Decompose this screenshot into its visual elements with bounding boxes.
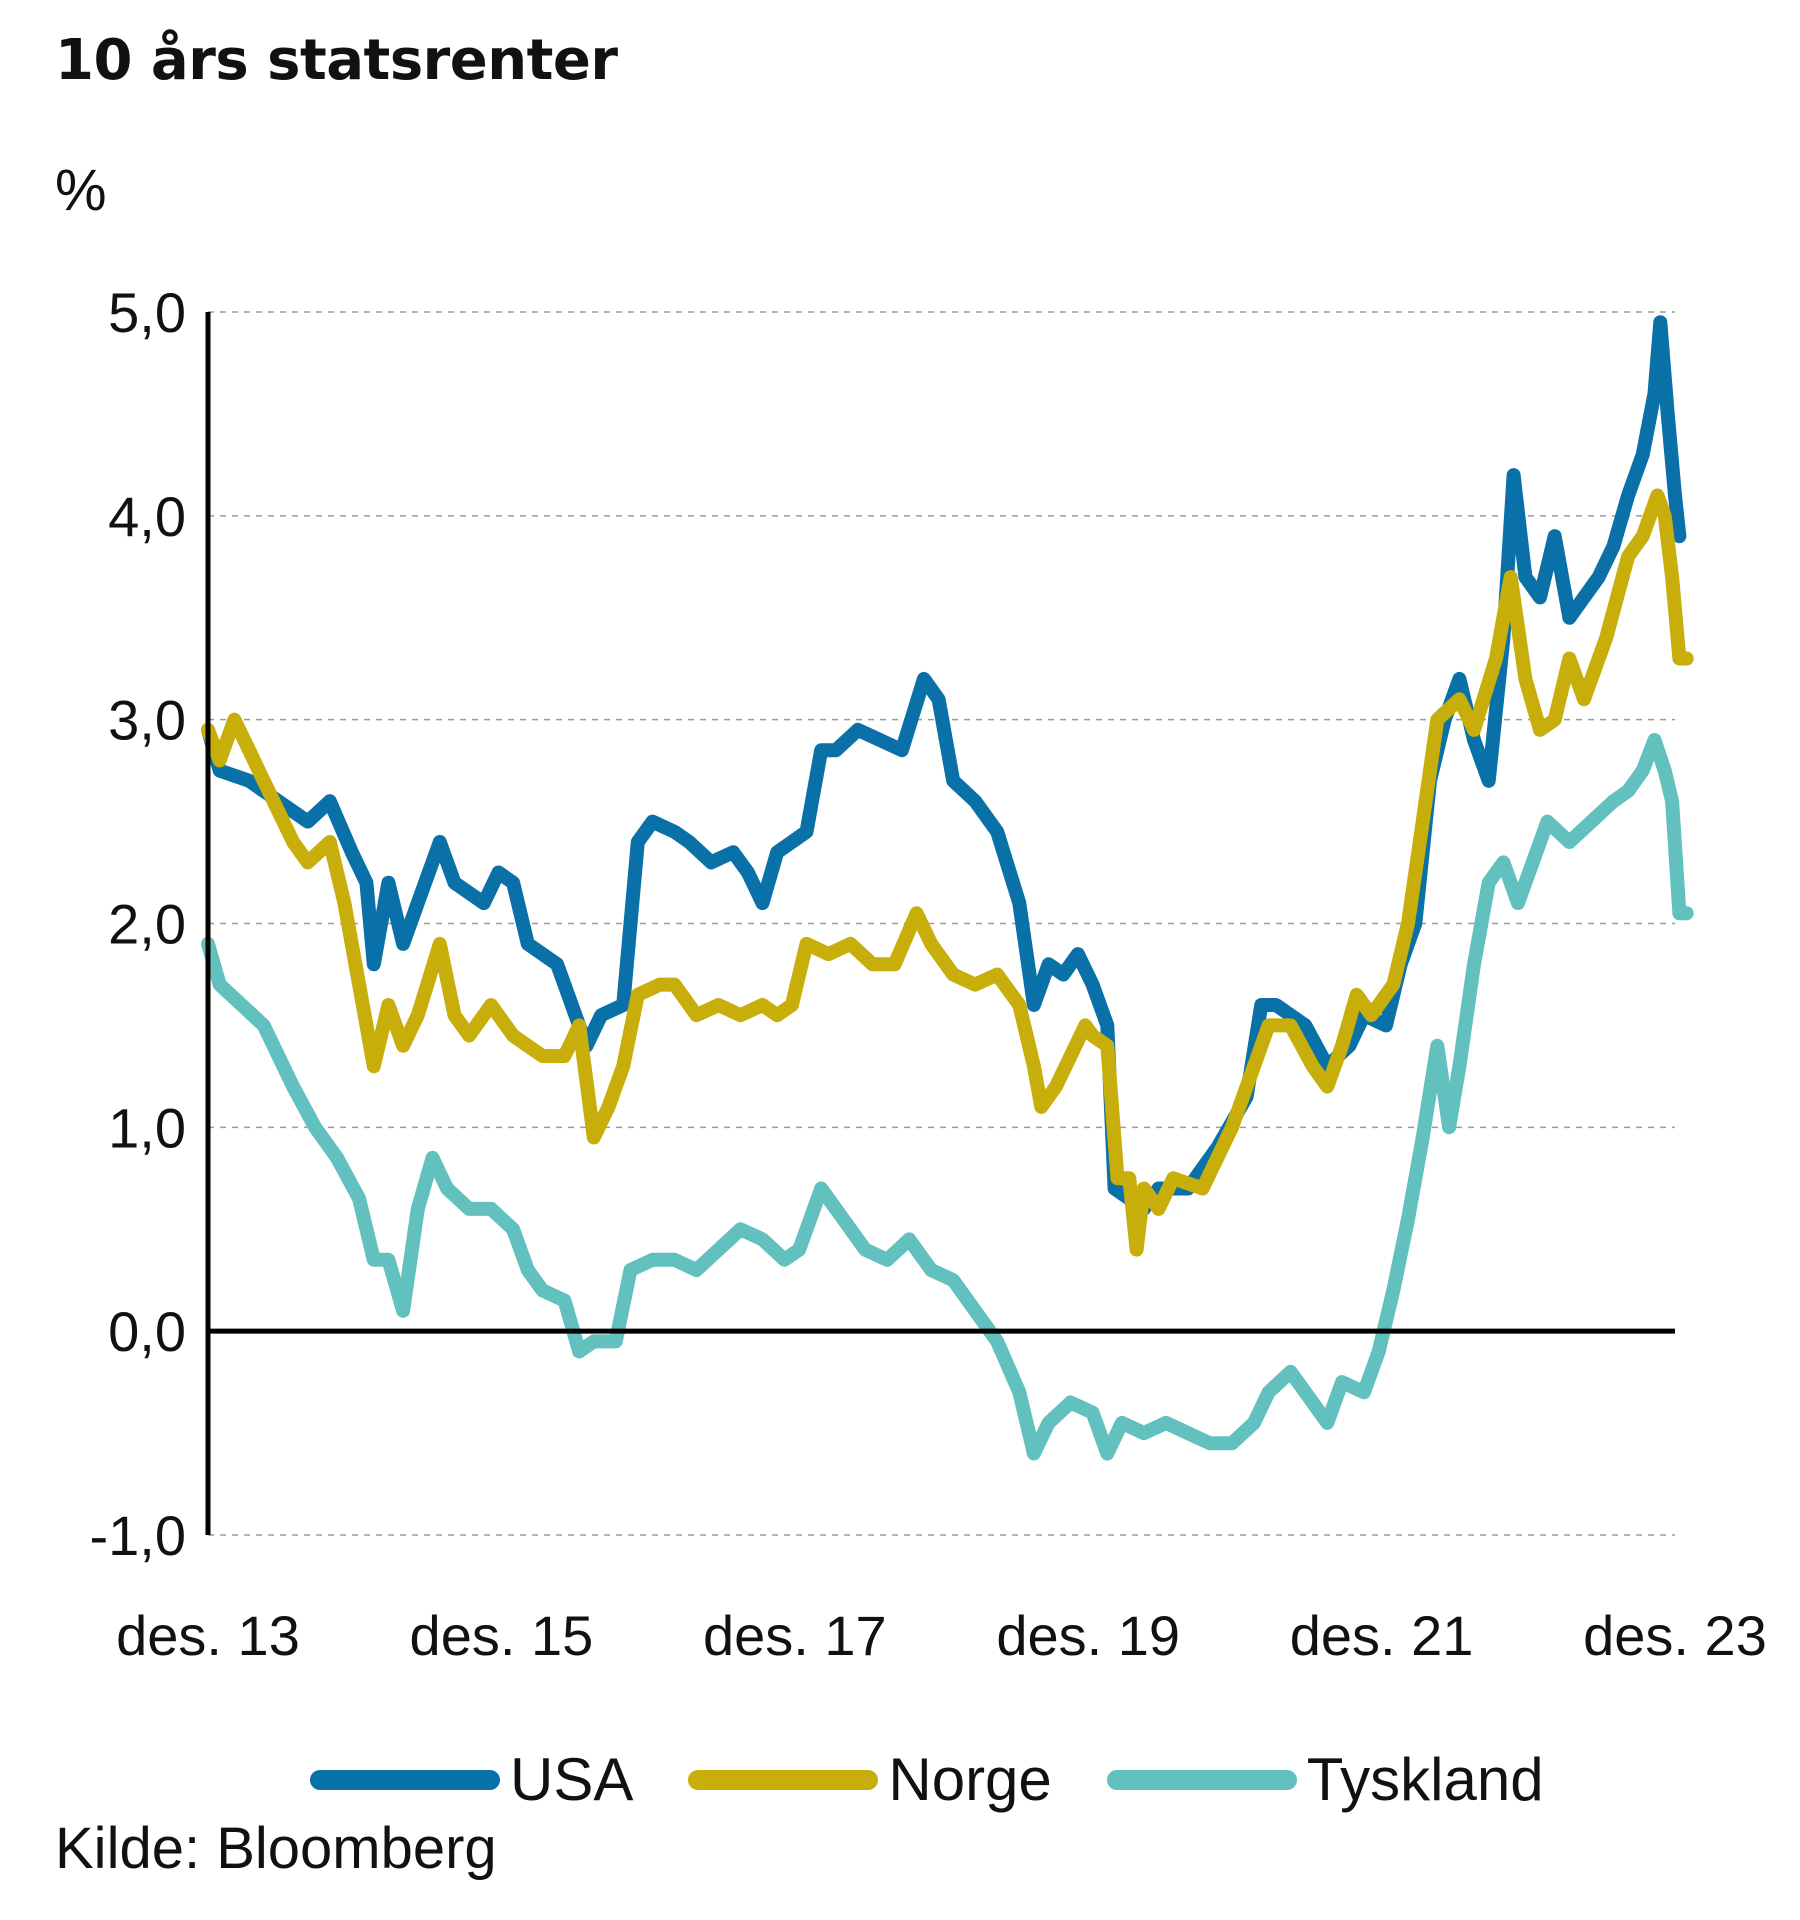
legend-label-norge: Norge [888, 1746, 1052, 1813]
x-tick-label: des. 23 [1583, 1604, 1767, 1667]
y-tick-label: 5,0 [108, 281, 186, 344]
axes [205, 312, 1675, 1535]
y-axis-unit: % [55, 158, 107, 223]
series-line-tyskland [201, 733, 1694, 1461]
series-line-norge [201, 488, 1694, 1257]
x-tick-label: des. 15 [410, 1604, 594, 1667]
chart-title: 10 års statsrenter [55, 28, 618, 93]
gridlines [208, 311, 1675, 1536]
legend-item-tyskland: Tyskland [1106, 1745, 1544, 1814]
y-tick-label: 4,0 [108, 485, 186, 548]
x-tick-label: des. 13 [116, 1604, 300, 1667]
y-tick-label: 3,0 [108, 689, 186, 752]
legend: USA Norge Tyskland [310, 1745, 1599, 1814]
y-tick-label: -1,0 [90, 1504, 187, 1567]
x-tick-labels: des. 13 des. 15 des. 17 des. 19 des. 21 des. … [116, 1604, 1767, 1667]
legend-label-usa: USA [510, 1746, 634, 1813]
legend-swatch-tyskland [1106, 1769, 1297, 1790]
legend-item-norge: Norge [688, 1745, 1052, 1814]
y-tick-label: 0,0 [108, 1300, 186, 1363]
x-tick-label: des. 21 [1290, 1604, 1474, 1667]
x-tick-label: des. 17 [703, 1604, 887, 1667]
x-tick-label: des. 19 [996, 1604, 1180, 1667]
y-tick-labels: 5,0 4,0 3,0 2,0 1,0 0,0 -1,0 [90, 281, 187, 1567]
legend-swatch-norge [688, 1769, 879, 1790]
series-line-usa [201, 315, 1687, 1216]
series-lines [201, 315, 1694, 1461]
legend-item-usa: USA [310, 1745, 633, 1814]
legend-swatch-usa [310, 1769, 500, 1790]
legend-label-tyskland: Tyskland [1306, 1746, 1544, 1813]
y-tick-label: 2,0 [108, 893, 186, 956]
y-tick-label: 1,0 [108, 1096, 186, 1159]
source-note: Kilde: Bloomberg [55, 1816, 497, 1881]
